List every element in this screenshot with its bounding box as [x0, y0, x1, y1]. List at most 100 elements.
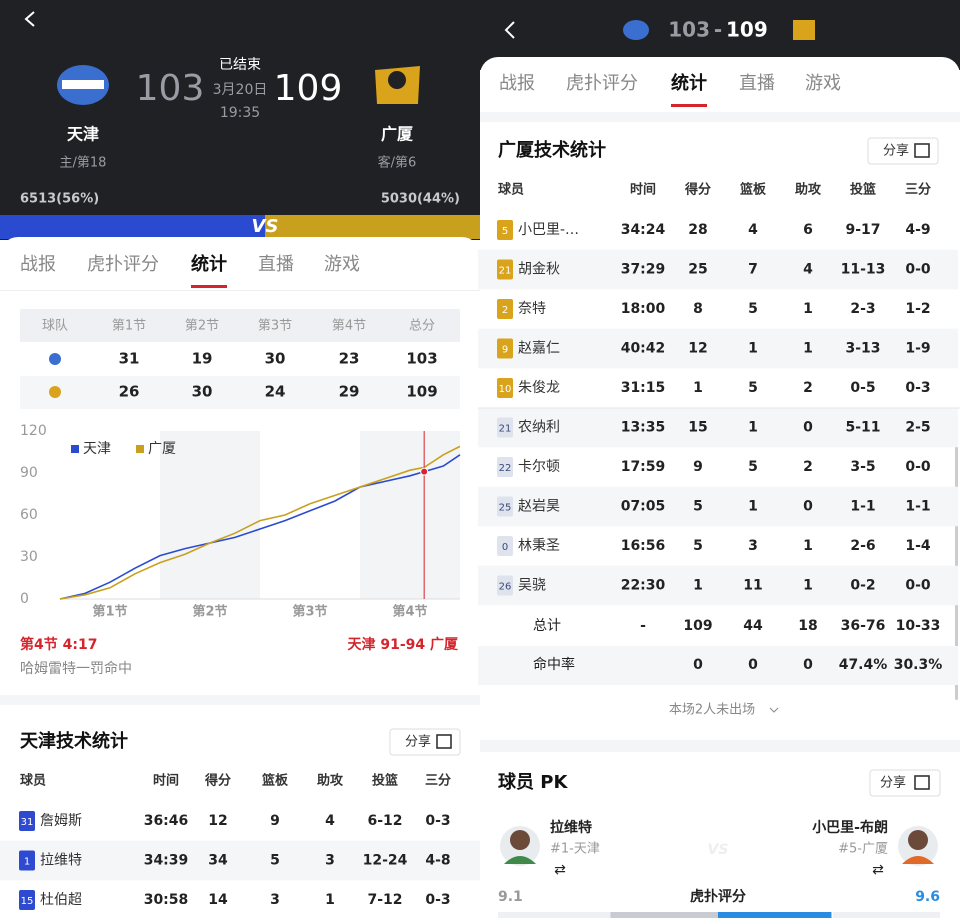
tab[interactable]: 战报 — [499, 73, 535, 94]
player-badge — [497, 259, 513, 280]
event-time: 第4节 4:17 — [20, 636, 97, 653]
tab[interactable]: 统计 — [671, 72, 707, 94]
share-label[interactable]: 分享 — [405, 734, 431, 750]
stat-cell: 30:58 — [144, 892, 189, 908]
player-name[interactable]: 詹姆斯 — [40, 813, 82, 829]
player-name[interactable]: 吴骁 — [518, 578, 546, 594]
y-tick-label: 60 — [20, 507, 38, 523]
event-text: 哈姆雷特一罚命中 — [20, 660, 132, 677]
away-rank: 客/第6 — [378, 155, 417, 171]
back-button[interactable] — [24, 11, 35, 27]
stat-cell: 13:35 — [621, 420, 666, 436]
tab[interactable]: 虎扑评分 — [566, 73, 638, 94]
stat-cell: 37:29 — [621, 262, 666, 278]
table-header: 得分 — [204, 773, 231, 789]
table-header: 三分 — [425, 773, 451, 789]
stat-cell: 0-0 — [905, 578, 931, 594]
quarter-score: 24 — [265, 383, 286, 401]
row-bg — [478, 407, 958, 448]
stat-cell: 4 — [325, 813, 335, 829]
stat-cell: 0-0 — [905, 262, 931, 278]
tab[interactable]: 直播 — [258, 254, 294, 275]
stat-cell: 0 — [803, 420, 813, 436]
x-tick-label: 第2节 — [192, 604, 227, 620]
game-time: 19:35 — [220, 105, 260, 121]
tab[interactable]: 虎扑评分 — [87, 254, 159, 275]
player-number: 25 — [499, 503, 512, 514]
stat-cell: 3 — [748, 538, 758, 554]
quarter-score: 29 — [339, 383, 360, 401]
stat-cell: 40:42 — [621, 341, 666, 357]
player-name[interactable]: 卡尔顿 — [518, 459, 560, 475]
stat-cell: 15 — [688, 420, 707, 436]
stat-cell: 1-9 — [905, 341, 930, 357]
divider — [0, 695, 480, 705]
player-name[interactable]: 奈特 — [518, 301, 546, 317]
player-name[interactable]: 朱俊龙 — [518, 380, 560, 396]
stat-cell: 9 — [270, 813, 280, 829]
legend-swatch — [136, 445, 144, 453]
player-name[interactable]: 赵岩昊 — [518, 499, 560, 515]
game-status: 已结束 — [219, 57, 261, 73]
tab[interactable]: 统计 — [191, 253, 227, 275]
share-icon — [436, 734, 452, 749]
home-score: 103 — [136, 68, 205, 109]
stat-cell: 6-12 — [367, 813, 402, 829]
tab[interactable]: 游戏 — [324, 254, 360, 275]
share-label[interactable]: 分享 — [880, 775, 906, 791]
stat-cell: 1 — [748, 499, 758, 515]
rating-right: 9.6 — [915, 889, 940, 905]
table-header: 第2节 — [185, 319, 219, 334]
player-name[interactable]: 农纳利 — [518, 420, 560, 436]
stat-cell: 1 — [803, 301, 813, 317]
table-header: 篮板 — [739, 182, 767, 198]
tab[interactable]: 直播 — [739, 73, 775, 94]
stat-cell: 5 — [748, 459, 758, 475]
player-badge — [497, 575, 513, 596]
stat-cell: 1-1 — [905, 499, 930, 515]
table-header: 得分 — [684, 182, 711, 198]
player-team: #5-广厦 — [838, 842, 888, 857]
tab-indicator — [671, 104, 707, 107]
home-score: 103 — [668, 18, 710, 42]
back-button[interactable] — [504, 21, 515, 39]
player-name[interactable]: 胡金秋 — [518, 262, 560, 278]
player-number: 21 — [499, 266, 512, 277]
stat-cell: 0-3 — [425, 892, 450, 908]
total-cell: 18 — [798, 618, 817, 634]
quarter-score: 19 — [192, 350, 213, 368]
row-bg — [478, 328, 958, 369]
share-label[interactable]: 分享 — [883, 143, 909, 159]
switch-icon[interactable]: ⇄ — [872, 862, 884, 878]
stat-cell: 1 — [748, 341, 758, 357]
player-name[interactable]: 拉维特 — [40, 853, 82, 869]
player-name[interactable]: 杜伯超 — [40, 892, 82, 908]
stat-cell: 0-3 — [425, 813, 450, 829]
stat-cell: 1 — [693, 578, 703, 594]
stat-cell: 2 — [803, 380, 813, 396]
stat-cell: 5 — [748, 301, 758, 317]
stat-cell: 0-3 — [905, 380, 930, 396]
player-badge — [497, 299, 513, 319]
absent-players[interactable]: 本场2人未出场 — [669, 703, 755, 718]
total-cell: 36-76 — [841, 618, 886, 634]
player-name[interactable]: 赵嘉仁 — [518, 341, 560, 357]
player-name[interactable]: 林秉圣 — [518, 538, 560, 554]
player-badge — [497, 536, 513, 556]
stat-cell: 2 — [803, 459, 813, 475]
stat-cell: 3 — [270, 892, 280, 908]
score-line — [59, 454, 461, 600]
stat-cell: 1 — [803, 578, 813, 594]
player-name[interactable]: 小巴里-… — [518, 222, 579, 238]
player-number: 2 — [502, 305, 508, 316]
rating-label: 虎扑评分 — [690, 888, 746, 905]
team-logo — [49, 386, 61, 398]
player-badge — [19, 811, 35, 831]
stat-cell: 1-2 — [905, 301, 930, 317]
tab[interactable]: 战报 — [20, 254, 56, 275]
row-bg — [478, 565, 958, 606]
table-header: 时间 — [630, 182, 656, 198]
stat-cell: 28 — [688, 222, 707, 238]
tab[interactable]: 游戏 — [805, 73, 841, 94]
switch-icon[interactable]: ⇄ — [554, 862, 566, 878]
